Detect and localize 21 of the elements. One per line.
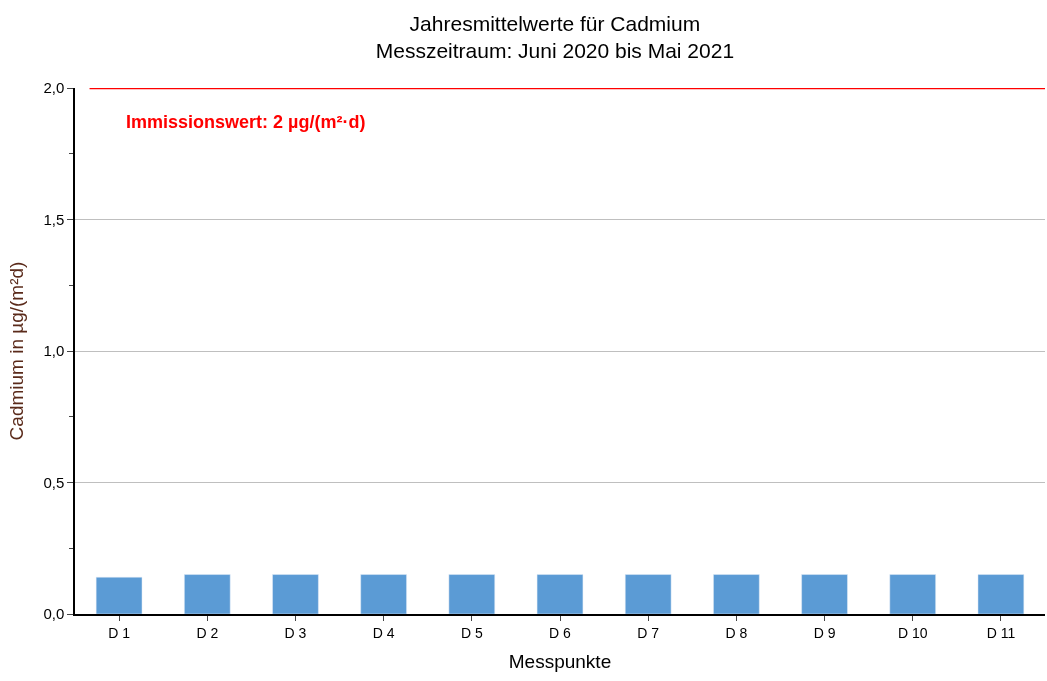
x-tick-label: D 8 bbox=[725, 624, 748, 641]
x-tick-label: D 9 bbox=[813, 624, 836, 641]
x-tick-label: D 5 bbox=[460, 624, 483, 641]
x-tick-label: D 11 bbox=[986, 624, 1016, 641]
chart-title: Jahresmittelwerte für Cadmium bbox=[409, 11, 701, 35]
x-tick-label: D 3 bbox=[284, 624, 307, 641]
y-axis-title: Cadmium in µg/(m²d) bbox=[5, 261, 27, 441]
chart-subtitle: Messzeitraum: Juni 2020 bis Mai 2021 bbox=[375, 38, 735, 62]
x-tick-label: D 10 bbox=[897, 624, 928, 641]
x-axis-title: Messpunkte bbox=[508, 650, 612, 672]
y-tick-label: 1,0 bbox=[43, 342, 65, 360]
x-tick-label: D 7 bbox=[637, 624, 660, 641]
x-tick-label: D 1 bbox=[108, 624, 131, 641]
ref-line-label: Immissionswert: 2 µg/(m²·d) bbox=[126, 112, 366, 132]
x-tick-label: D 2 bbox=[196, 624, 219, 641]
y-tick-label: 2,0 bbox=[43, 79, 65, 97]
y-tick-label: 0,5 bbox=[43, 473, 65, 491]
x-tick-label: D 4 bbox=[372, 624, 395, 641]
x-tick-label: D 6 bbox=[549, 624, 572, 641]
y-tick-label: 0,0 bbox=[43, 605, 65, 623]
y-tick-label: 1,5 bbox=[43, 210, 65, 228]
